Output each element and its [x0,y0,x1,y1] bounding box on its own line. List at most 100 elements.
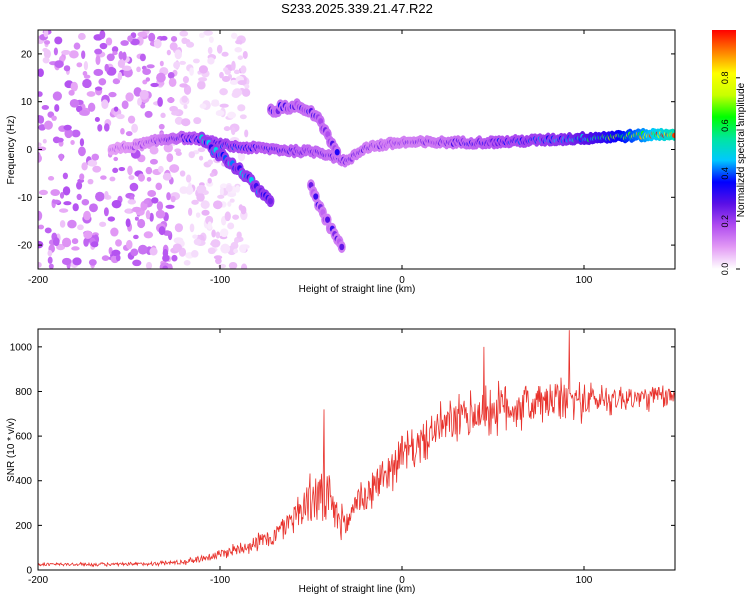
snr-ylabel: SNR (10 * v/v) [6,418,17,482]
heatmap-blob [313,193,319,200]
heatmap-blob [131,123,138,133]
heatmap-blob [191,249,199,258]
heatmap-blob [113,156,119,162]
heatmap-blob [59,220,66,228]
heatmap-blob [139,53,146,62]
y-tick-label: 10 [21,97,33,108]
heatmap-blob [137,173,145,182]
heatmap-blob [198,32,205,39]
heatmap-blob [163,143,173,153]
heatmap-blob [221,51,229,57]
heatmap-blob [207,177,212,184]
heatmap-blob [223,126,231,132]
heatmap-blob [207,57,215,65]
y-tick-label: -20 [18,241,33,252]
y-tick-label: 200 [15,521,32,532]
heatmap-blob [144,110,153,118]
heatmap-blob [106,53,115,62]
heatmap-blob [182,76,189,84]
heatmap-blob [219,186,224,197]
heatmap-blob [267,197,273,205]
heatmap-blob [97,124,103,132]
heatmap-blob [108,91,117,98]
heatmap-blob [140,103,146,109]
heatmap-blob [219,71,224,79]
heatmap-blob [83,210,91,221]
heatmap-blob [125,218,131,228]
heatmap-blob [137,218,146,229]
heatmap-blob [71,129,81,138]
heatmap-blob [127,115,136,124]
heatmap-blob [95,191,105,202]
heatmap-blob [318,118,324,125]
heatmap-blob [151,197,159,204]
heatmap-blob [38,240,44,249]
heatmap-blob [38,124,46,131]
heatmap-blob [61,237,72,248]
heatmap-blob [105,37,113,46]
heatmap-blob [82,78,92,89]
heatmap-blob [210,100,220,107]
chart-title: S233.2025.339.21.47.R22 [281,1,433,16]
heatmap-blob [146,64,155,69]
heatmap-blob [79,138,85,147]
heatmap-blob [103,123,110,132]
colorbar-label: Normalized spectral amplitude [736,82,747,217]
heatmap-blob [215,109,225,117]
heatmap-blob [179,30,189,37]
heatmap-blob [167,72,175,79]
heatmap-blob [62,186,71,196]
heatmap-blob [101,99,109,110]
heatmap-blob [179,83,189,88]
heatmap-blob [121,100,129,110]
colorbar-ticks: 0.0 0.2 0.4 0.6 0.8 [720,72,740,275]
heatmap-blob [242,50,248,59]
heatmap-blob [183,104,188,110]
heatmap-blob [183,260,191,266]
x-tick-label: -200 [28,275,48,286]
heatmap-blob [125,208,132,214]
heatmap-blob [98,78,107,86]
heatmap-blob [230,32,238,39]
heatmap-blob [47,176,55,181]
heatmap-blob [54,60,64,69]
heatmap-blob [171,110,180,116]
heatmap-blob [83,60,89,71]
heatmap-blob [170,36,178,42]
heatmap-blob [325,216,331,223]
heatmap-blob [216,44,223,54]
heatmap-blob [175,151,182,156]
heatmap-blob [76,193,82,201]
heatmap-blob [168,77,177,88]
heatmap-blob [172,243,182,252]
heatmap-blob [44,120,53,130]
heatmap-blob [94,86,103,91]
heatmap-blob [83,230,93,239]
heatmap-blob [38,224,45,230]
heatmap-blob [207,159,213,165]
heatmap-blob [227,111,237,119]
heatmap-blob [201,209,210,216]
heatmap-blob [149,247,158,256]
snr-x-ticks: -200 -100 0 100 [28,329,593,586]
heatmap-blob [198,77,208,82]
heatmap-blob [52,237,60,247]
heatmap-blob [133,234,139,240]
heatmap-blob [47,249,53,257]
heatmap-blob [127,35,133,42]
heatmap-blob [149,212,154,222]
heatmap-blob [99,30,106,40]
heatmap-blob [193,238,202,246]
heatmap-blob [77,224,84,231]
heatmap-blob [148,32,156,42]
heatmap-blob [188,207,193,217]
heatmap-blob [38,142,42,147]
y-tick-label: 0 [26,145,32,156]
heatmap-blob [196,184,207,194]
heatmap-blob [162,172,172,181]
heatmap-blob [158,226,166,236]
heatmap-blob [169,42,178,51]
heatmap-blob [162,265,168,269]
x-tick-label: 100 [576,275,593,286]
